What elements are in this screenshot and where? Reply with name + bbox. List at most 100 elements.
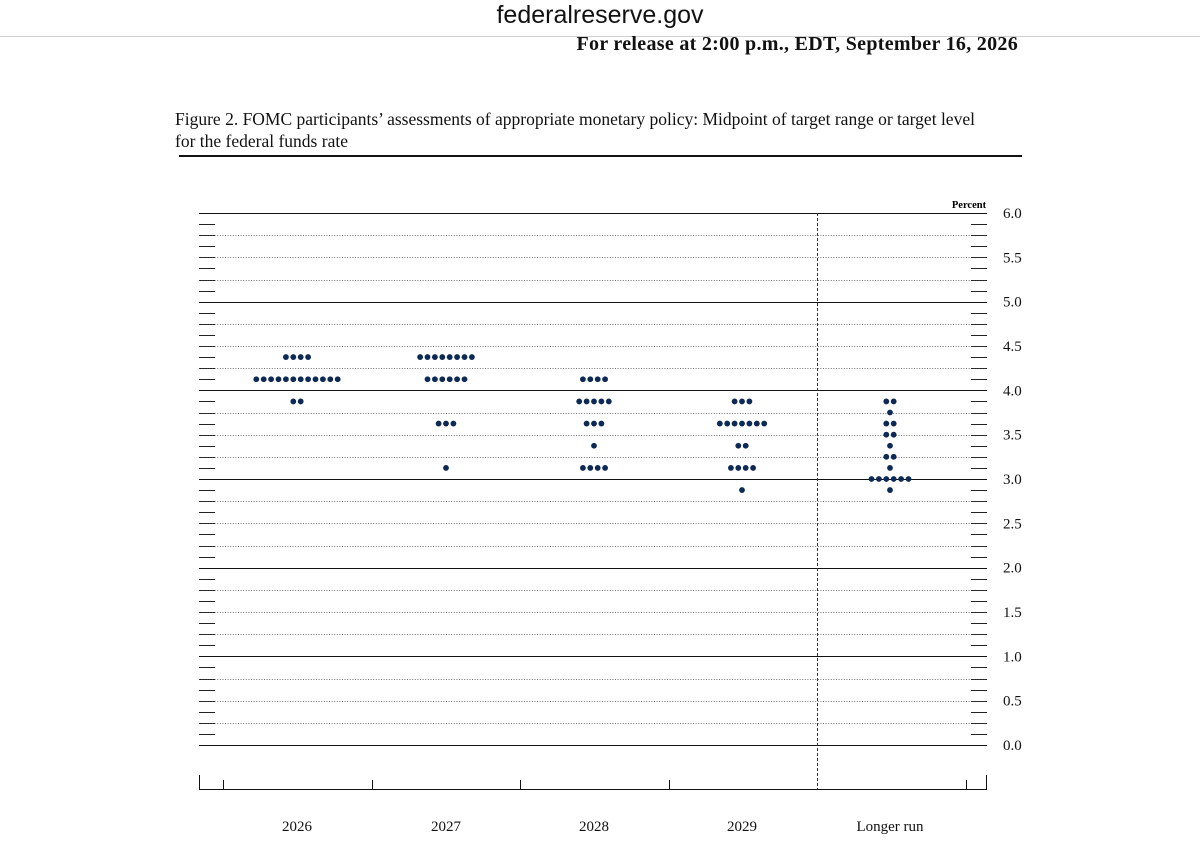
participant-dot [591, 420, 597, 427]
participant-dot [320, 376, 326, 383]
participant-dot [580, 465, 586, 471]
participant-dot [432, 376, 438, 383]
participant-dot [883, 476, 890, 482]
y-tick-label: 3.0 [1003, 472, 1022, 488]
participant-dot [883, 398, 890, 405]
participant-dot [576, 398, 583, 405]
x-category-label: 2029 [727, 819, 757, 835]
participant-dot [605, 398, 612, 405]
participant-dot [443, 465, 449, 471]
y-tick-label: 0.5 [1003, 694, 1022, 710]
participant-dot [583, 420, 590, 427]
x-category-label: 2026 [282, 819, 313, 835]
participant-dot [890, 398, 897, 405]
participant-dot [454, 354, 460, 360]
participant-dot [890, 453, 897, 460]
participant-dot [598, 420, 605, 427]
participant-dot [753, 420, 760, 427]
participant-dot [334, 376, 341, 383]
participant-dot [435, 420, 442, 427]
participant-dot [424, 376, 431, 383]
participant-dot [312, 376, 319, 383]
participant-dot [446, 354, 453, 360]
participant-dot [731, 398, 738, 405]
participant-dot [297, 376, 304, 383]
release-date-line: For release at 2:00 p.m., EDT, September… [576, 33, 1018, 55]
participant-dot [742, 442, 749, 449]
y-tick-label: 2.0 [1003, 561, 1022, 577]
y-tick-label: 4.5 [1003, 339, 1022, 355]
y-tick-label: 5.5 [1003, 250, 1022, 266]
participant-dot [887, 442, 893, 449]
participant-dot [594, 465, 601, 471]
participant-dot [305, 376, 311, 383]
participant-dot [735, 442, 742, 449]
participant-dot [883, 420, 890, 427]
y-tick-label: 2.5 [1003, 516, 1022, 532]
participant-dot [583, 398, 590, 405]
participant-dot [876, 476, 882, 482]
participant-dot [887, 487, 893, 493]
participant-dot [424, 354, 431, 360]
participant-dot [890, 420, 897, 427]
y-tick-label: 0.0 [1003, 738, 1022, 754]
participant-dot [728, 465, 734, 471]
y-tick-label: 4.0 [1003, 383, 1022, 399]
participant-dot [602, 465, 608, 471]
participant-dot [290, 398, 297, 405]
participant-dot [887, 409, 893, 416]
participant-dot [450, 420, 457, 427]
participant-dot [268, 376, 274, 383]
participant-dot [868, 476, 875, 482]
participant-dot [469, 354, 475, 360]
participant-dot [439, 376, 446, 383]
participant-dot [746, 420, 753, 427]
title-rule [179, 155, 1022, 157]
participant-dot [594, 376, 601, 383]
participant-dot [591, 442, 597, 449]
participant-dot [327, 376, 334, 383]
participant-dot [305, 354, 311, 360]
participant-dot [290, 376, 297, 383]
browser-address-bar[interactable]: federalreserve.gov [0, 0, 1200, 37]
participant-dot [742, 465, 749, 471]
participant-dot [275, 376, 282, 383]
participant-dot [735, 465, 742, 471]
y-tick-label: 5.0 [1003, 295, 1022, 311]
y-tick-label: 3.5 [1003, 428, 1022, 444]
participant-dot [905, 476, 912, 482]
x-axis: 2026 2027 2028 2029 Longer run [199, 775, 987, 835]
participant-dot [739, 398, 745, 405]
x-category-label: Longer run [856, 819, 924, 835]
participant-dot [750, 465, 756, 471]
participant-dot [461, 354, 468, 360]
participant-dot [587, 376, 594, 383]
participant-dot [724, 420, 731, 427]
participant-dot [260, 376, 267, 383]
participant-dot [898, 476, 904, 482]
x-category-label: 2027 [431, 819, 462, 835]
participant-dot [587, 465, 594, 471]
participant-dot [283, 376, 289, 383]
y-tick-labels: 6.0 5.5 5.0 4.5 4.0 3.5 3.0 2.5 2.0 1.5 1.0 0.5 0.0 [1003, 206, 1022, 754]
figure-title: Figure 2. FOMC participants’ assessments… [175, 109, 975, 151]
participant-dot [446, 376, 453, 383]
participant-dot [297, 398, 304, 405]
x-category-label: 2028 [579, 819, 609, 835]
participant-dot [739, 487, 745, 493]
unit-label: Percent [952, 200, 987, 211]
participant-dot [598, 398, 605, 405]
participant-dot [443, 420, 449, 427]
participant-dot [591, 398, 597, 405]
participant-dot [432, 354, 438, 360]
participant-dot [290, 354, 297, 360]
gridlines [199, 213, 987, 790]
participant-dot [716, 420, 723, 427]
y-tick-label: 1.5 [1003, 605, 1022, 621]
y-tick-label: 6.0 [1003, 206, 1022, 222]
participant-dot [253, 376, 260, 383]
site-domain[interactable]: federalreserve.gov [496, 1, 704, 29]
participant-dot [454, 376, 460, 383]
participant-dot [461, 376, 468, 383]
